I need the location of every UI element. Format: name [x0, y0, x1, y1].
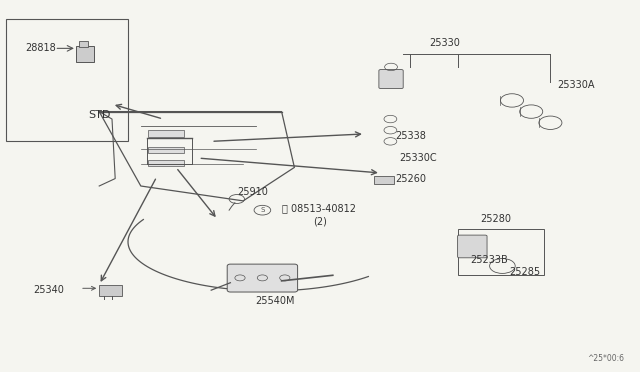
FancyBboxPatch shape — [76, 46, 94, 62]
Text: 25280: 25280 — [481, 215, 511, 224]
Bar — [148, 130, 184, 137]
FancyBboxPatch shape — [79, 41, 88, 47]
Text: 25330: 25330 — [429, 38, 460, 48]
Text: STD: STD — [88, 110, 110, 120]
FancyBboxPatch shape — [227, 264, 298, 292]
Text: 25285: 25285 — [509, 267, 540, 276]
Text: 28818: 28818 — [26, 44, 56, 53]
FancyBboxPatch shape — [379, 70, 403, 89]
Text: ^25*00:6: ^25*00:6 — [587, 354, 624, 363]
Text: Ⓢ 08513-40812: Ⓢ 08513-40812 — [282, 203, 356, 213]
Text: 25260: 25260 — [396, 174, 426, 183]
Bar — [6, 19, 128, 141]
Text: 25910: 25910 — [237, 187, 268, 196]
Text: 25540M: 25540M — [255, 296, 295, 306]
Text: 25340: 25340 — [33, 285, 64, 295]
Text: S: S — [260, 207, 264, 213]
FancyBboxPatch shape — [458, 235, 487, 258]
Text: 25233B: 25233B — [470, 256, 508, 265]
Bar — [458, 229, 544, 275]
Bar — [99, 285, 122, 296]
Bar — [148, 160, 184, 166]
Text: 25338: 25338 — [396, 131, 426, 141]
Bar — [374, 176, 394, 184]
Text: 25330C: 25330C — [399, 153, 437, 163]
Text: (2): (2) — [314, 217, 328, 226]
Bar — [148, 147, 184, 153]
Text: 25330A: 25330A — [557, 80, 595, 90]
